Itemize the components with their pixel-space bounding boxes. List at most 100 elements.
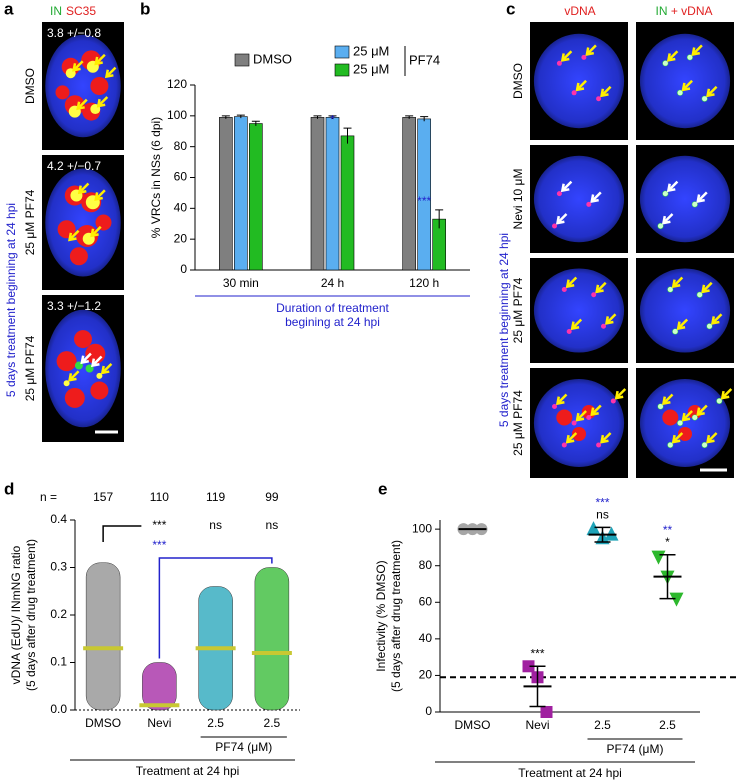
y-tick-label: 80 [419, 558, 433, 572]
significance: *** [152, 518, 166, 532]
focus [716, 398, 722, 404]
arrow-head [696, 407, 705, 417]
arrow-head [720, 390, 730, 400]
nucleus [533, 379, 625, 467]
nucleus [45, 34, 121, 138]
focus [692, 201, 698, 207]
bar [234, 116, 248, 271]
x-tick-label: 2.5 [659, 718, 676, 732]
arrow-head [80, 355, 90, 365]
significance: *** [595, 495, 609, 509]
y-axis-label: (5 days after drug treatment) [389, 540, 403, 692]
speckle [69, 247, 88, 266]
arrow-head [681, 82, 691, 92]
speckle [90, 77, 109, 95]
error-bar [405, 115, 414, 119]
y-tick-label: 60 [174, 170, 188, 184]
arrow-head [90, 228, 99, 238]
panel-label: d [4, 479, 14, 498]
arrow-head [76, 101, 85, 111]
error-bar [435, 209, 444, 229]
focus [692, 415, 698, 420]
focus [571, 420, 577, 426]
legend-swatch [334, 45, 350, 59]
header: SC35 [66, 4, 96, 18]
x-tick-label: 30 min [223, 276, 259, 290]
significance: ** [663, 523, 673, 537]
x-tick-label: DMSO [85, 716, 121, 730]
point [540, 706, 553, 718]
focus [561, 442, 567, 448]
y-tick-label: 20 [174, 231, 188, 245]
header: IN [50, 4, 62, 18]
focus [677, 420, 683, 426]
arrow-head [565, 279, 575, 289]
nucleus [639, 379, 731, 467]
nucleus [45, 309, 121, 428]
arrow-head [90, 358, 100, 368]
panel-label: c [506, 0, 515, 18]
bar [249, 123, 263, 271]
image-condition: 25 μM PF74 [511, 390, 525, 456]
nucleus [639, 268, 731, 353]
speckle [55, 85, 70, 100]
image-condition: DMSO [23, 68, 37, 104]
arrow-head [666, 183, 676, 193]
x-axis-label: Treatment at 24 hpi [136, 764, 240, 778]
x-tick-label: 2.5 [207, 716, 224, 730]
error-bar [420, 116, 429, 122]
legend-swatch [234, 53, 250, 67]
significance: ns [596, 507, 609, 521]
distribution [254, 567, 290, 711]
x-tick-label: 2.5 [594, 718, 611, 732]
nucleus [533, 33, 625, 129]
arrow-head [595, 284, 604, 294]
focus [561, 287, 567, 292]
image-condition: 25 μM PF74 [511, 277, 525, 343]
n-label: n = [40, 490, 57, 504]
speckle [64, 387, 85, 408]
arrow-head [671, 434, 681, 444]
arrow-head [68, 232, 77, 242]
y-axis-label: (5 days after drug treatment) [24, 539, 38, 691]
side-label: 5 days treatment beginning at 24 hpi [497, 233, 511, 427]
y-tick-label: 40 [419, 631, 433, 645]
arrow-head [560, 183, 570, 193]
nucleus [639, 33, 731, 129]
x-tick-label: 120 h [409, 276, 439, 290]
y-axis-label: vDNA (EdU)/ INmNG ratio [9, 545, 23, 684]
significance: ns [266, 518, 279, 532]
x-tick-label: DMSO [455, 718, 491, 732]
image-stat: 4.2 +/−0.7 [47, 159, 101, 173]
legend-label: 25 μM [353, 61, 389, 76]
significance: *** [530, 646, 544, 660]
focus [586, 201, 592, 207]
significance: *** [417, 194, 431, 208]
error-bar [313, 115, 322, 119]
y-tick-label: 0.0 [50, 702, 67, 716]
arrow-head [706, 434, 715, 444]
focus [707, 323, 712, 329]
arrow-head [600, 88, 609, 98]
arrow-head [661, 396, 671, 406]
side-label: 5 days treatment beginning at 24 hpi [4, 203, 18, 397]
y-tick-label: 80 [174, 139, 188, 153]
distribution [142, 662, 177, 711]
bar [402, 117, 416, 271]
focus [581, 54, 587, 60]
arrow-head [560, 53, 570, 62]
speckle [556, 409, 573, 426]
error-bar [236, 114, 245, 119]
speckle [74, 330, 92, 349]
arrow-head [94, 56, 103, 66]
y-tick-label: 100 [412, 521, 432, 535]
point [586, 521, 601, 536]
image-condition: Nevi 10 μM [511, 169, 525, 230]
x-tick-label: Nevi [147, 716, 171, 730]
arrow-head [614, 390, 624, 400]
legend-label: DMSO [253, 51, 292, 66]
x-axis-label: Treatment at 24 hpi [518, 766, 622, 780]
nucleus [533, 155, 625, 243]
arrow-head [104, 69, 114, 79]
arrow-head [72, 63, 81, 72]
